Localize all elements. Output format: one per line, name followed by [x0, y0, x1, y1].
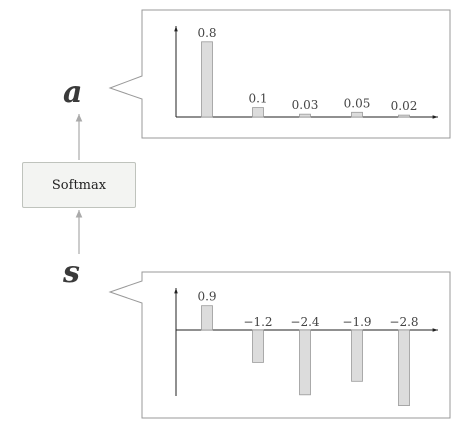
input-bar-5 [398, 329, 410, 406]
input-bar-3 [299, 329, 311, 396]
input-value-label-2: −1.2 [243, 315, 272, 329]
output-value-label-1: 0.8 [197, 26, 216, 40]
input-value-label-1: 0.9 [197, 290, 216, 304]
output-variable-label: a [63, 75, 83, 110]
output-callout-panel [108, 9, 451, 139]
output-value-label-3: 0.03 [292, 98, 319, 112]
input-callout-panel [108, 271, 451, 419]
output-value-label-2: 0.1 [248, 92, 267, 106]
input-value-label-4: −1.9 [342, 315, 371, 329]
input-bar-chart: 0.9 −1.2 −2.4 −1.9 −2.8 [197, 290, 419, 406]
input-value-label-3: −2.4 [290, 315, 320, 329]
softmax-label: Softmax [51, 177, 107, 193]
output-bar-2 [252, 107, 264, 118]
input-bar-1 [201, 305, 213, 331]
softmax-box: Softmax [22, 162, 136, 208]
output-value-label-5: 0.02 [391, 99, 418, 113]
output-bar-4 [351, 111, 363, 118]
input-bar-4 [351, 329, 363, 382]
output-value-label-4: 0.05 [344, 96, 371, 110]
output-bar-5 [398, 114, 410, 118]
output-bar-1 [201, 41, 213, 118]
output-bar-3 [299, 113, 311, 118]
output-bar-chart: 0.8 0.1 0.03 0.05 0.02 [197, 26, 418, 118]
input-variable-label: s [63, 255, 80, 290]
input-bar-2 [252, 329, 264, 363]
input-value-label-5: −2.8 [389, 315, 418, 329]
